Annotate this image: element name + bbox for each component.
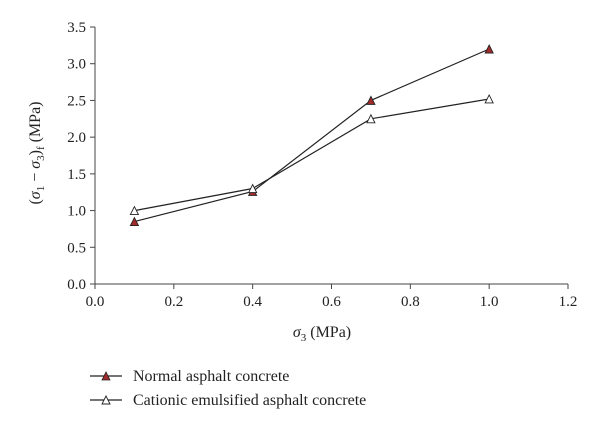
y-tick-label: 2.0 (67, 130, 86, 146)
legend-marker-normal (101, 371, 111, 381)
y-tick-label: 1.0 (67, 204, 86, 220)
data-point-0-0 (129, 216, 140, 227)
x-axis-label: σ3 (MPa) (293, 324, 351, 344)
legend-label-cationic: Cationic emulsified asphalt concrete (133, 392, 366, 409)
data-point-1-1 (247, 183, 258, 193)
x-tick-label: 0.6 (322, 294, 341, 310)
x-tick-label: 0.4 (243, 294, 262, 310)
x-tick-label: 0.0 (86, 294, 105, 310)
y-tick-label: 0.0 (67, 277, 86, 293)
y-axis-label-minus: − (27, 169, 44, 186)
y-tick-label: 2.5 (67, 93, 86, 109)
y-ticks: 0.0 0.5 1.0 1.5 2.0 2.5 3.0 3.5 (67, 20, 95, 293)
data-point-0-2 (366, 95, 376, 105)
series-line-0 (134, 48, 490, 223)
y-tick-label: 3.0 (67, 57, 86, 73)
plot-series (129, 44, 494, 227)
legend-label-normal: Normal asphalt concrete (133, 368, 289, 385)
x-tick-label: 0.8 (401, 294, 420, 310)
data-point-1-0 (129, 205, 140, 216)
data-point-1-3 (484, 93, 494, 104)
y-tick-label: 1.5 (67, 167, 86, 183)
x-tick-label: 0.2 (164, 294, 183, 310)
y-axis-label-close: ) (27, 150, 44, 155)
series-line-1 (134, 98, 490, 212)
y-axis-label-sigma1: σ (27, 190, 44, 199)
y-axis-label-sub1: 1 (35, 186, 47, 192)
data-point-1-2 (366, 113, 376, 124)
axes (94, 27, 568, 285)
legend-marker-cationic (101, 394, 111, 405)
legend-entry-cationic: Cationic emulsified asphalt concrete (90, 392, 366, 409)
x-axis-label-symbol: σ (293, 324, 302, 341)
x-axis-label-unit: (MPa) (306, 324, 351, 341)
legend: Normal asphalt concrete Cationic emulsif… (90, 368, 366, 409)
y-axis-label-sigma3: σ (27, 160, 44, 169)
legend-entry-normal: Normal asphalt concrete (90, 368, 289, 385)
y-axis-label: (σ1 − σ3)f (MPa) (27, 101, 47, 204)
y-tick-label: 0.5 (67, 240, 86, 256)
y-axis-label-unit: (MPa) (27, 101, 44, 146)
data-point-0-3 (484, 44, 494, 54)
y-axis-label-subf: f (35, 146, 47, 150)
x-axis-label-subscript: 3 (301, 332, 307, 344)
x-ticks: 0.0 0.2 0.4 0.6 0.8 1.0 1.2 (86, 284, 578, 310)
y-axis-label-sub3: 3 (35, 155, 47, 161)
x-tick-label: 1.0 (480, 294, 499, 310)
x-tick-label: 1.2 (559, 294, 578, 310)
y-axis-label-open: ( (27, 199, 44, 204)
y-tick-label: 3.5 (67, 20, 86, 36)
